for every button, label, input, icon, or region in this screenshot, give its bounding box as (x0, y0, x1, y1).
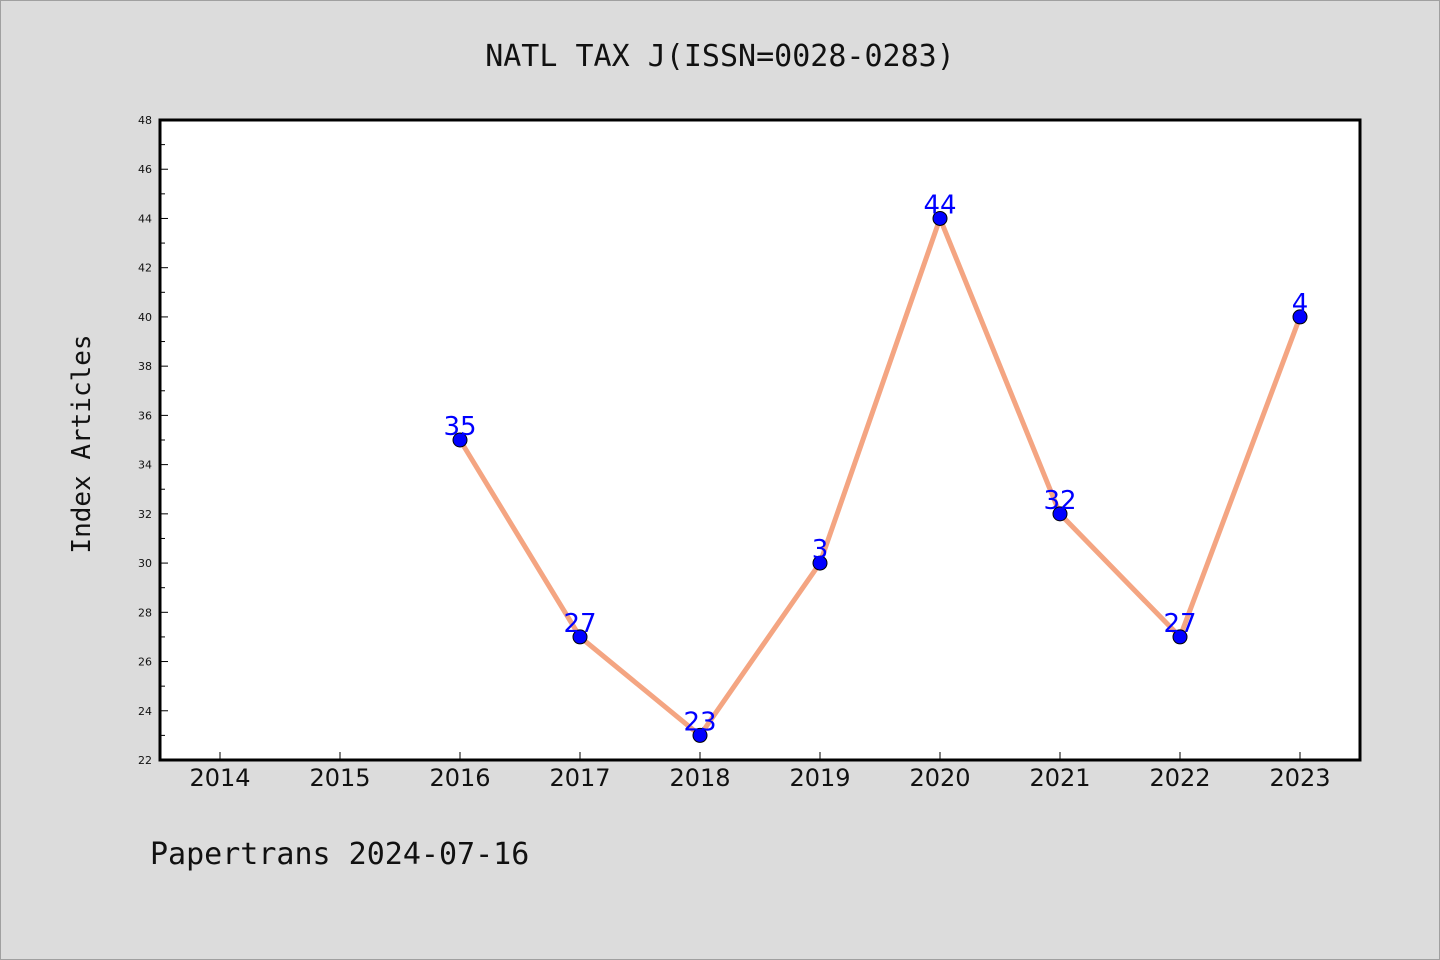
x-axis-ticks: 2014 2015 2016 2017 2018 2019 2020 2021 2022 2023 (189, 752, 1331, 792)
y-axis-ticks: 22 24 26 28 30 32 34 36 38 40 42 44 46 48 (138, 114, 168, 767)
x-tick-label: 2018 (669, 764, 730, 792)
y-tick-label: 22 (138, 754, 152, 767)
x-tick-label: 2021 (1029, 764, 1090, 792)
x-tick-label: 2017 (549, 764, 610, 792)
y-tick-label: 42 (138, 262, 152, 275)
data-point (1292, 309, 1308, 325)
y-tick-label: 28 (138, 606, 152, 619)
data-point (1052, 506, 1068, 522)
data-point (932, 210, 948, 226)
data-point (452, 432, 468, 448)
x-tick-label: 2016 (429, 764, 490, 792)
data-point (692, 727, 708, 743)
chart-title: NATL TAX J(ISSN=0028-0283) (485, 39, 955, 74)
series-line (457, 215, 1303, 738)
y-tick-label: 32 (138, 508, 152, 521)
x-tick-label: 2015 (309, 764, 370, 792)
data-label: 27 (1163, 609, 1196, 639)
y-tick-label: 34 (138, 459, 152, 472)
data-label: 27 (563, 609, 596, 639)
x-tick-label: 2023 (1269, 764, 1330, 792)
y-tick-label: 46 (138, 163, 152, 176)
data-label: 23 (683, 707, 716, 737)
data-series (452, 210, 1308, 743)
y-tick-label: 24 (138, 705, 152, 718)
data-label: 35 (443, 412, 476, 442)
data-label: 3 (812, 535, 829, 565)
y-tick-label: 40 (138, 311, 152, 324)
data-label: 32 (1043, 486, 1076, 516)
y-tick-label: 30 (138, 557, 152, 570)
plot-area (158, 118, 1362, 762)
data-labels: 35 27 23 3 44 32 27 4 (443, 190, 1308, 737)
x-tick-label: 2014 (189, 764, 250, 792)
y-axis-label: Index Articles (67, 334, 97, 553)
data-point (812, 555, 828, 571)
x-tick-label: 2022 (1149, 764, 1210, 792)
x-tick-label: 2020 (909, 764, 970, 792)
data-label: 44 (923, 190, 956, 220)
footer-credit: Papertrans 2024-07-16 (150, 837, 529, 872)
y-tick-label: 36 (138, 409, 152, 422)
data-label: 4 (1292, 289, 1309, 319)
x-tick-label: 2019 (789, 764, 850, 792)
y-tick-label: 44 (138, 212, 152, 225)
y-tick-label: 38 (138, 360, 152, 373)
y-tick-label: 48 (138, 114, 152, 127)
data-point (1172, 629, 1188, 645)
y-tick-label: 26 (138, 656, 152, 669)
data-point (572, 629, 588, 645)
